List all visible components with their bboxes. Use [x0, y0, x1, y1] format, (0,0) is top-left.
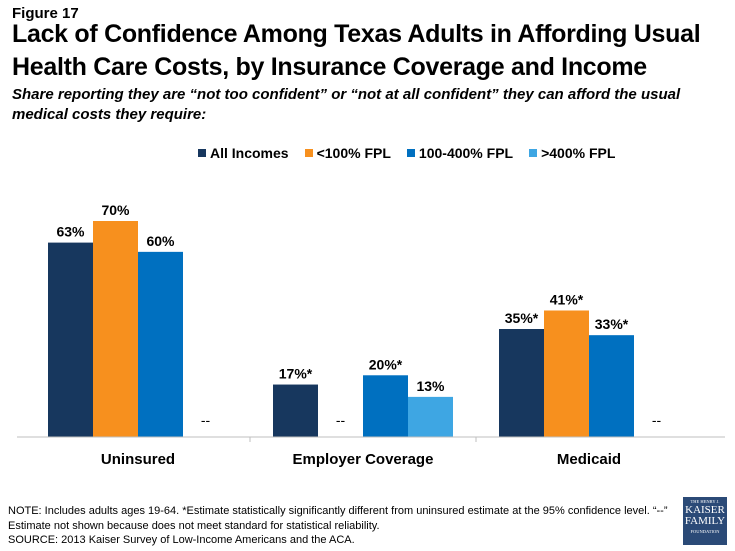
- category-label: Employer Coverage: [293, 451, 434, 468]
- data-label: --: [201, 412, 211, 428]
- chart-subtitle: Share reporting they are “not too confid…: [12, 86, 681, 123]
- data-label: 63%: [56, 224, 85, 240]
- figure-label: Figure 17: [12, 5, 79, 22]
- legend-label: <100% FPL: [316, 145, 391, 161]
- legend-label: 100-400% FPL: [418, 145, 514, 161]
- bar: [273, 384, 318, 437]
- chart-title: Lack of Confidence Among Texas Adults in…: [12, 20, 701, 81]
- data-label: 70%: [101, 202, 130, 218]
- legend: All Incomes <100% FPL 100-400% FPL >400%…: [198, 145, 615, 161]
- legend-item-above-400-fpl: >400% FPL: [529, 145, 615, 161]
- bar: [544, 310, 589, 437]
- kff-logo: THE HENRY J. KAISER FAMILY FOUNDATION: [683, 497, 727, 545]
- bar: [589, 335, 634, 437]
- legend-swatch: [529, 149, 538, 157]
- legend-label: All Incomes: [210, 145, 289, 161]
- legend-item-100-400-fpl: 100-400% FPL: [406, 145, 514, 161]
- legend-swatch: [304, 149, 313, 157]
- data-label: 35%*: [505, 310, 539, 326]
- note-text: NOTE: Includes adults ages 19-64. *Estim…: [8, 505, 668, 532]
- source-text: SOURCE: 2013 Kaiser Survey of Low-Income…: [8, 534, 355, 546]
- data-label: --: [336, 412, 346, 428]
- legend-swatch: [406, 149, 415, 157]
- bar: [48, 242, 93, 437]
- data-label: 20%*: [369, 356, 403, 372]
- data-label: --: [652, 412, 662, 428]
- data-label: 17%*: [279, 366, 313, 382]
- bar: [499, 329, 544, 437]
- legend-label: >400% FPL: [541, 145, 616, 161]
- data-label: 13%: [416, 378, 445, 394]
- category-label: Medicaid: [557, 451, 621, 468]
- category-label: Uninsured: [101, 451, 175, 468]
- legend-item-all-incomes: All Incomes: [198, 145, 289, 161]
- bar: [93, 221, 138, 437]
- legend-swatch: [198, 149, 206, 157]
- data-label: 41%*: [550, 291, 584, 307]
- bar: [408, 396, 453, 437]
- data-label: 33%*: [595, 316, 629, 332]
- legend-item-below-100-fpl: <100% FPL: [304, 145, 391, 161]
- data-label: 60%: [146, 233, 175, 249]
- footnote: NOTE: Includes adults ages 19-64. *Estim…: [8, 504, 668, 548]
- bar: [138, 251, 183, 437]
- bar: [363, 375, 408, 437]
